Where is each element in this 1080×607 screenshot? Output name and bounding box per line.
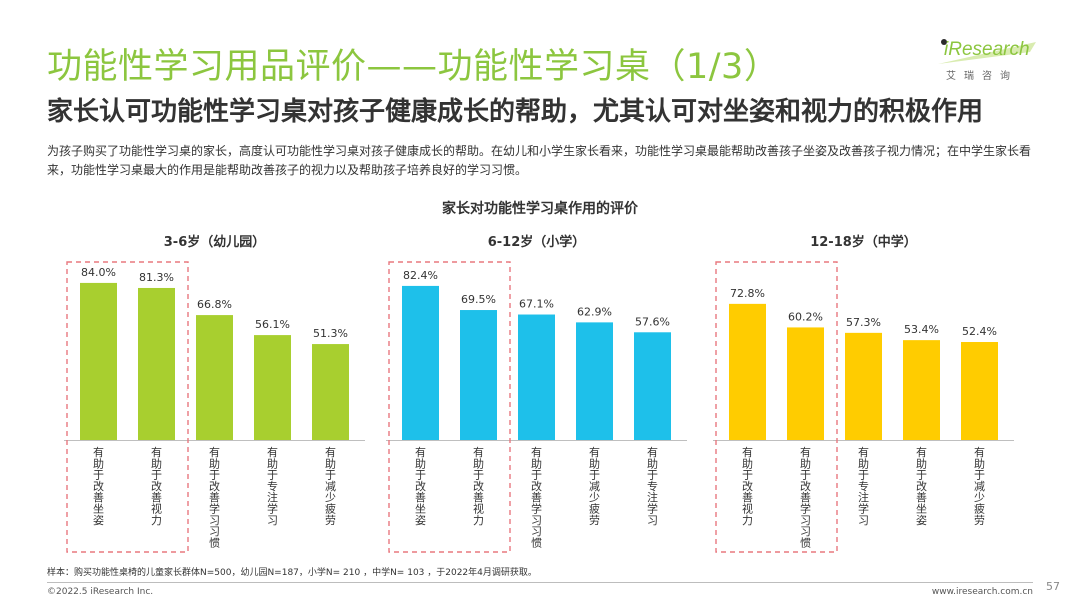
iresearch-logo: iResearch 艾瑞咨询 bbox=[932, 36, 1042, 86]
data-label: 57.6% bbox=[635, 315, 670, 328]
data-label: 67.1% bbox=[519, 298, 554, 311]
footnote: 样本：购买功能性桌椅的儿童家长群体N=500，幼儿园N=187，小学N= 210… bbox=[47, 568, 537, 578]
copyright: ©2022.5 iResearch Inc. bbox=[47, 587, 154, 597]
category-label: 有助于改善坐姿 bbox=[916, 445, 927, 527]
group-title: 12-18岁（中学） bbox=[810, 234, 917, 250]
category-label: 有助于专注学习 bbox=[858, 445, 869, 527]
category-label: 有助于专注学习 bbox=[267, 445, 278, 527]
bar bbox=[460, 310, 497, 440]
bar bbox=[903, 340, 940, 440]
bar bbox=[80, 282, 117, 440]
category-label: 有助于改善视力 bbox=[473, 445, 484, 527]
page-title: 功能性学习用品评价——功能性学习桌（1/3） bbox=[47, 47, 780, 87]
data-label: 60.2% bbox=[788, 310, 823, 323]
page-number: 57 bbox=[1046, 580, 1060, 593]
data-label: 52.4% bbox=[962, 325, 997, 338]
page-description: 为孩子购买了功能性学习桌的家长，高度认可功能性学习桌对孩子健康成长的帮助。在幼儿… bbox=[47, 144, 1032, 177]
website-link[interactable]: www.iresearch.com.cn bbox=[931, 587, 1033, 597]
data-label: 69.5% bbox=[461, 293, 496, 306]
chart-title: 家长对功能性学习桌作用的评价 bbox=[442, 201, 638, 217]
bar bbox=[787, 327, 824, 440]
bar bbox=[312, 344, 349, 440]
category-label: 有助于改善视力 bbox=[742, 445, 753, 527]
logo-brand: iResearch bbox=[944, 39, 1030, 60]
category-label: 有助于专注学习 bbox=[647, 445, 658, 527]
group-title: 3-6岁（幼儿园） bbox=[164, 234, 266, 250]
category-label: 有助于改善学习习惯 bbox=[209, 445, 220, 549]
bar bbox=[254, 335, 291, 440]
data-label: 82.4% bbox=[403, 269, 438, 282]
category-label: 有助于减少疲劳 bbox=[325, 445, 336, 527]
highlight-box bbox=[715, 261, 838, 553]
data-label: 62.9% bbox=[577, 305, 612, 318]
data-label: 81.3% bbox=[139, 271, 174, 284]
data-label: 51.3% bbox=[313, 327, 348, 340]
bar bbox=[961, 342, 998, 440]
bar bbox=[634, 332, 671, 440]
page-subtitle: 家长认可功能性学习桌对孩子健康成长的帮助，尤其认可对坐姿和视力的积极作用 bbox=[47, 97, 984, 127]
category-label: 有助于改善视力 bbox=[151, 445, 162, 527]
group-title: 6-12岁（小学） bbox=[488, 234, 586, 250]
data-label: 66.8% bbox=[197, 298, 232, 311]
bar-chart: 3-6岁（幼儿园） 84.0% 有助于改善坐姿 81.3% 有助于改善视力 66.8% 有助… bbox=[64, 234, 1014, 553]
footer-divider bbox=[47, 582, 1033, 583]
highlight-box bbox=[66, 261, 189, 553]
category-label: 有助于改善坐姿 bbox=[93, 445, 104, 527]
data-label: 84.0% bbox=[81, 266, 116, 279]
logo-tagline: 艾瑞咨询 bbox=[946, 71, 1018, 82]
data-label: 72.8% bbox=[730, 287, 765, 300]
category-label: 有助于改善学习习惯 bbox=[800, 445, 811, 549]
category-label: 有助于改善学习习惯 bbox=[531, 445, 542, 549]
bar bbox=[402, 285, 439, 440]
highlight-box bbox=[388, 261, 511, 553]
bar bbox=[196, 315, 233, 440]
data-label: 56.1% bbox=[255, 318, 290, 331]
data-label: 53.4% bbox=[904, 323, 939, 336]
bar bbox=[576, 322, 613, 440]
data-label: 57.3% bbox=[846, 316, 881, 329]
bar bbox=[845, 332, 882, 440]
logo-swoosh-icon bbox=[938, 39, 1036, 64]
bar bbox=[138, 287, 175, 440]
bar bbox=[729, 303, 766, 440]
bar bbox=[518, 314, 555, 440]
category-label: 有助于改善坐姿 bbox=[415, 445, 426, 527]
category-label: 有助于减少疲劳 bbox=[974, 445, 985, 527]
category-label: 有助于减少疲劳 bbox=[589, 445, 600, 527]
